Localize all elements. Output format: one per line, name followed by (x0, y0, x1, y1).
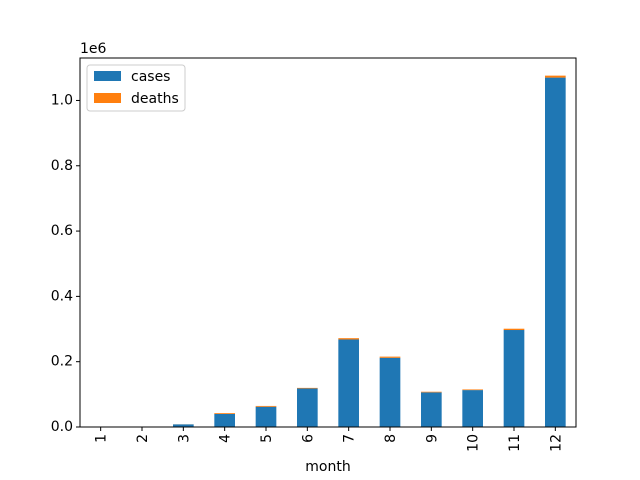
y-tick-label: 0.0 (51, 419, 73, 435)
y-offset-label: 1e6 (80, 41, 107, 57)
x-tick-label-7: 7 (342, 434, 358, 443)
x-axis: 1 2 3 4 5 6 7 8 9 10 11 12 (94, 427, 564, 452)
bar-deaths-12 (545, 75, 566, 78)
y-tick-label: 0.8 (51, 158, 73, 174)
bar-cases-11 (503, 330, 525, 427)
bar-cases-5 (255, 406, 277, 427)
y-tick-label: 0.6 (51, 223, 73, 239)
x-tick-label-6: 6 (300, 434, 316, 443)
x-tick-label-9: 9 (424, 434, 440, 443)
bar-deaths-7 (338, 338, 359, 340)
x-tick-label-2: 2 (135, 434, 151, 443)
bar-cases-8 (379, 357, 401, 427)
bar-cases-10 (462, 390, 483, 427)
bar-cases-9 (421, 392, 442, 427)
x-tick-label-11: 11 (507, 434, 523, 452)
legend: cases deaths (86, 64, 186, 112)
x-axis-label: month (305, 459, 350, 475)
axes-frame (79, 57, 577, 428)
bar-deaths-6 (297, 387, 318, 389)
bar-deaths-10 (462, 389, 483, 391)
x-tick-label-12: 12 (548, 434, 564, 452)
bars-group (173, 75, 566, 427)
bar-deaths-9 (421, 391, 442, 393)
x-tick-label-4: 4 (218, 434, 234, 443)
bar-deaths-8 (379, 356, 401, 358)
bar-cases-6 (297, 388, 318, 427)
x-tick-label-3: 3 (176, 434, 192, 443)
bar-cases-12 (545, 77, 566, 427)
legend-swatch-cases (94, 71, 121, 81)
bar-deaths-11 (503, 328, 525, 331)
y-tick-label: 0.4 (51, 288, 73, 304)
y-tick-label: 1.0 (51, 92, 73, 108)
bar-deaths-4 (214, 413, 235, 414)
y-axis: 0.0 0.2 0.4 0.6 0.8 1.0 (51, 92, 80, 435)
legend-label-cases: cases (131, 69, 170, 85)
x-tick-label-10: 10 (466, 434, 482, 452)
bar-deaths-5 (255, 405, 277, 407)
bar-cases-7 (338, 339, 359, 427)
y-tick-label: 0.2 (51, 354, 73, 370)
x-tick-label-5: 5 (259, 434, 275, 443)
bar-cases-3 (173, 424, 194, 427)
x-tick-label-8: 8 (383, 434, 399, 443)
x-tick-label-1: 1 (94, 434, 110, 443)
legend-swatch-deaths (94, 93, 121, 103)
bar-cases-4 (214, 413, 235, 427)
legend-label-deaths: deaths (131, 91, 179, 107)
